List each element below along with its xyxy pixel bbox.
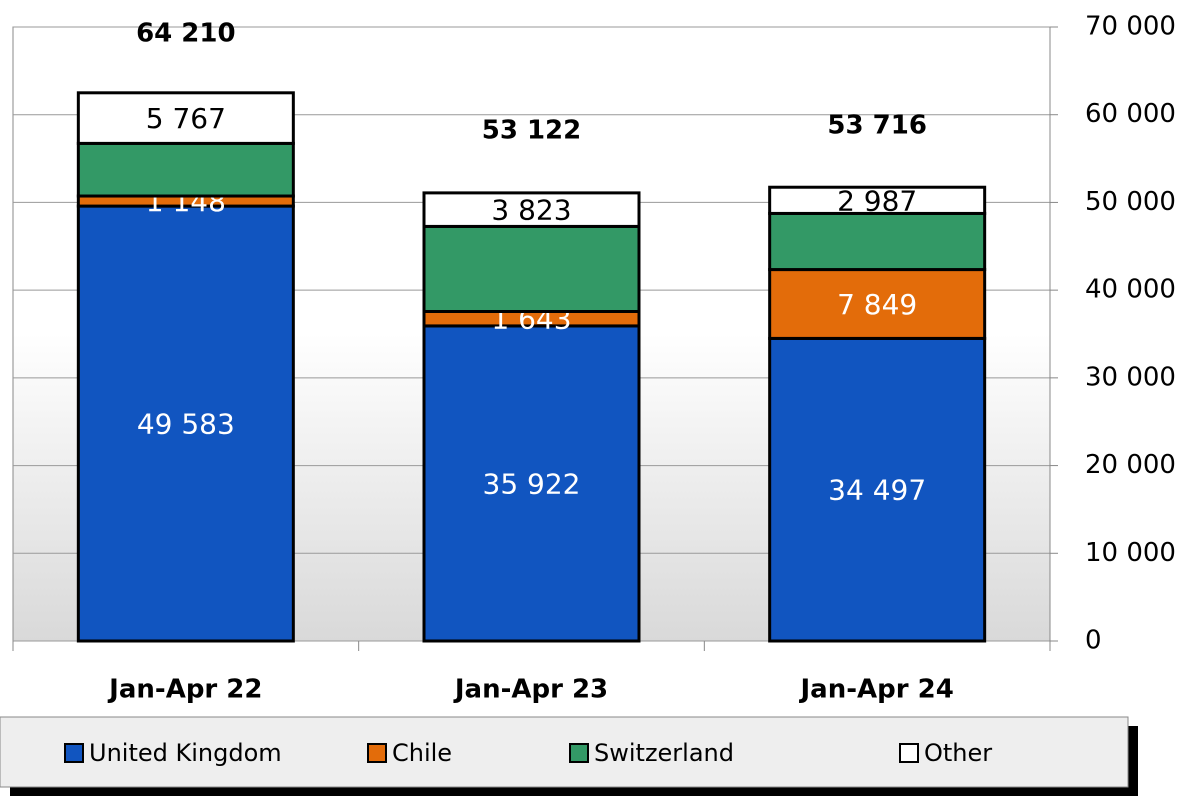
legend-swatch [64, 743, 84, 763]
bar-segment [422, 324, 641, 643]
bar-segment [768, 211, 987, 272]
legend-swatch [367, 743, 387, 763]
value-label: 34 497 [828, 474, 926, 507]
bar-segment [422, 224, 641, 314]
y-tick-label: 30 000 [1085, 362, 1176, 392]
value-label: 49 583 [137, 408, 235, 441]
total-label: 64 210 [136, 18, 236, 48]
bar-segment [76, 141, 295, 198]
total-label: 53 716 [827, 110, 927, 140]
total-label: 53 122 [482, 116, 582, 146]
bar-segment [76, 91, 295, 145]
y-tick-label: 60 000 [1085, 99, 1176, 129]
legend-swatch [899, 743, 919, 763]
x-tick-label: Jan-Apr 23 [453, 675, 608, 705]
value-label: 7 849 [837, 288, 917, 321]
y-tick-label: 40 000 [1085, 275, 1176, 305]
y-tick-label: 0 [1085, 626, 1102, 656]
legend-swatch [569, 743, 589, 763]
legend-box [0, 716, 1129, 788]
bar-segment [422, 191, 641, 228]
legend-label: Switzerland [594, 739, 734, 767]
x-tick-label: Jan-Apr 24 [799, 675, 954, 705]
legend-label: Chile [392, 739, 452, 767]
legend-label: United Kingdom [89, 739, 282, 767]
y-tick-label: 20 000 [1085, 450, 1176, 480]
bar-segment [768, 268, 987, 340]
value-label: 35 922 [483, 467, 581, 500]
value-label: 3 823 [491, 194, 571, 227]
y-tick-label: 70 000 [1085, 12, 1176, 42]
bar-segment [76, 204, 295, 643]
y-tick-label: 50 000 [1085, 187, 1176, 217]
y-tick-label: 10 000 [1085, 538, 1176, 568]
legend-label: Other [924, 739, 992, 767]
value-label: 2 987 [837, 184, 917, 217]
bar-segment [768, 185, 987, 215]
value-label: 5 767 [146, 102, 226, 135]
x-tick-label: Jan-Apr 22 [107, 675, 262, 705]
